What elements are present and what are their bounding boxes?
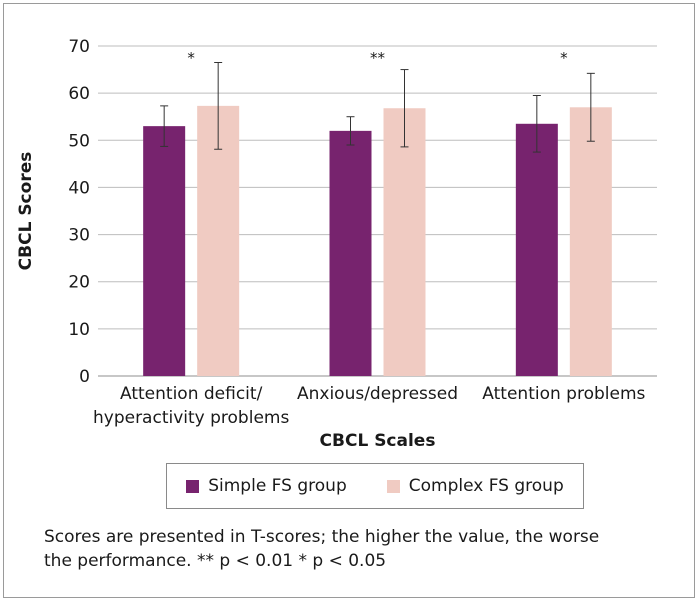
figure-caption: Scores are presented in T-scores; the hi… [44, 525, 664, 573]
legend-item-complex: Complex FS group [386, 476, 564, 496]
y-tick-label: 0 [79, 367, 90, 387]
chart-legend: Simple FS group Complex FS group [166, 463, 584, 509]
x-axis-title: CBCL Scales [320, 431, 436, 451]
x-tick-label: Attention problems [482, 384, 645, 404]
bar [197, 105, 240, 376]
y-tick-label: 10 [68, 320, 90, 340]
caption-line-1: Scores are presented in T-scores; the hi… [44, 527, 600, 547]
x-tick-label: Anxious/depressed [297, 384, 458, 404]
significance-marker: * [560, 49, 568, 67]
y-tick-label: 50 [68, 131, 90, 151]
legend-swatch-simple [186, 479, 200, 493]
significance-marker: * [187, 49, 195, 67]
legend-label-simple: Simple FS group [208, 476, 347, 496]
y-tick-label: 20 [68, 273, 90, 293]
legend-label-complex: Complex FS group [408, 476, 564, 496]
legend-item-simple: Simple FS group [186, 476, 347, 496]
bar [569, 107, 612, 377]
y-tick-label: 60 [68, 84, 90, 104]
x-tick-label: hyperactivity problems [93, 408, 289, 428]
x-tick-label: Attention deficit/ [120, 384, 263, 404]
bar [383, 108, 426, 376]
y-axis-title: CBCL Scores [16, 152, 36, 271]
significance-marker: ** [370, 49, 386, 67]
y-tick-label: 30 [68, 226, 90, 246]
y-tick-label: 70 [68, 37, 90, 57]
y-tick-label: 40 [68, 178, 90, 198]
bar [515, 123, 558, 377]
legend-swatch-complex [386, 479, 400, 493]
caption-line-2: the performance. ** p < 0.01 * p < 0.05 [44, 551, 387, 571]
bar-chart: 0 10 20 30 40 50 60 70 CBCL Scores * Attention def… [16, 37, 657, 451]
bar [143, 126, 186, 377]
bar [329, 130, 372, 376]
